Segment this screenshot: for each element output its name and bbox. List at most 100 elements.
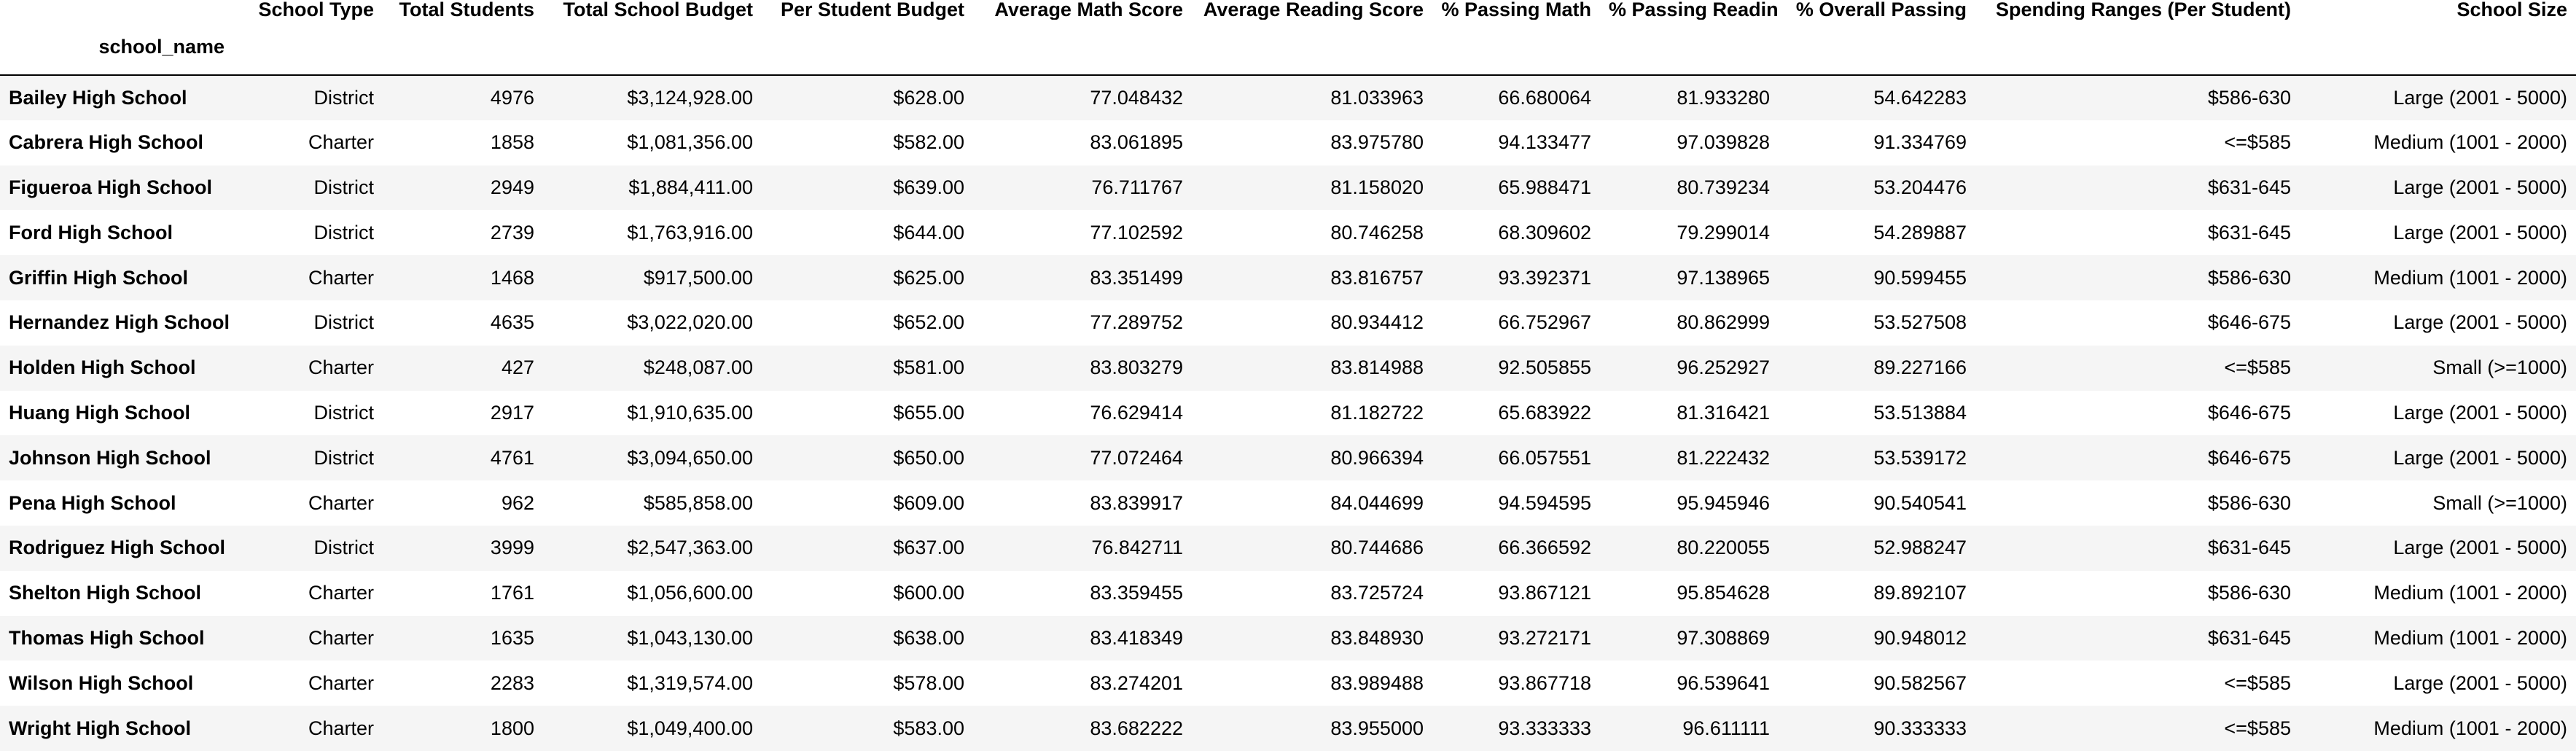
table-cell: Charter xyxy=(308,717,374,739)
table-cell: $581.00 xyxy=(893,356,964,379)
table-cell: Charter xyxy=(308,131,374,154)
table-cell: Large (2001 - 5000) xyxy=(2393,671,2567,694)
table-cell: 83.351499 xyxy=(1090,266,1183,289)
table-cell: 93.272171 xyxy=(1498,626,1591,649)
table-row: Shelton High School Charter 1761 $1,056,600… xyxy=(0,571,2576,616)
table-cell: 81.158020 xyxy=(1330,176,1424,198)
table-cell: 93.867718 xyxy=(1498,671,1591,694)
table-cell: 96.539641 xyxy=(1677,671,1770,694)
school-name-cell: Bailey High School xyxy=(9,86,187,109)
table-cell: $1,884,411.00 xyxy=(628,176,753,198)
table-cell: 66.752967 xyxy=(1498,311,1591,334)
table-cell: $586-630 xyxy=(2207,582,2291,604)
table-cell: $582.00 xyxy=(893,131,964,154)
column-header: Per Student Budget xyxy=(780,0,964,20)
table-cell: 83.803279 xyxy=(1090,356,1183,379)
table-cell: Large (2001 - 5000) xyxy=(2393,537,2567,559)
school-name-cell: Cabrera High School xyxy=(9,131,204,154)
school-name-cell: Rodriguez High School xyxy=(9,537,225,559)
table-cell: <=$585 xyxy=(2224,671,2291,694)
table-cell: 427 xyxy=(501,356,534,379)
school-name-cell: Wilson High School xyxy=(9,671,194,694)
table-cell: Charter xyxy=(308,491,374,514)
table-cell: $631-645 xyxy=(2207,537,2291,559)
table-cell: 83.816757 xyxy=(1330,266,1424,289)
table-cell: Large (2001 - 5000) xyxy=(2393,86,2567,109)
table-cell: 94.133477 xyxy=(1498,131,1591,154)
table-row: Rodriguez High School District 3999 $2,547,… xyxy=(0,525,2576,571)
table-cell: Medium (1001 - 2000) xyxy=(2373,626,2567,649)
table-cell: $578.00 xyxy=(893,671,964,694)
table-cell: $646-675 xyxy=(2207,401,2291,424)
table-cell: Large (2001 - 5000) xyxy=(2393,221,2567,243)
table-cell: 77.289752 xyxy=(1090,311,1183,334)
table-cell: $586-630 xyxy=(2207,266,2291,289)
table-row: Figueroa High School District 2949 $1,884,4… xyxy=(0,165,2576,211)
index-name-header: school_name xyxy=(98,36,225,58)
table-cell: Large (2001 - 5000) xyxy=(2393,446,2567,469)
table-cell: $585,858.00 xyxy=(643,491,753,514)
table-cell: Small (>=1000) xyxy=(2432,491,2567,514)
table-cell: 94.594595 xyxy=(1498,491,1591,514)
table-cell: 80.739234 xyxy=(1677,176,1770,198)
table-cell: 93.333333 xyxy=(1498,717,1591,739)
table-row: Wright High School Charter 1800 $1,049,400.… xyxy=(0,706,2576,751)
table-cell: 90.333333 xyxy=(1873,717,1967,739)
table-row: Johnson High School District 4761 $3,094,65… xyxy=(0,435,2576,481)
table-cell: 83.975780 xyxy=(1330,131,1424,154)
column-header: School Type xyxy=(258,0,374,20)
table-cell: Medium (1001 - 2000) xyxy=(2373,582,2567,604)
table-cell: 962 xyxy=(501,491,534,514)
table-row: Huang High School District 2917 $1,910,635.… xyxy=(0,391,2576,436)
table-cell: District xyxy=(313,401,375,424)
school-name-cell: Holden High School xyxy=(9,356,196,379)
table-row: Bailey High School District 4976 $3,124,928… xyxy=(0,75,2576,120)
table-cell: 83.061895 xyxy=(1090,131,1183,154)
table-cell: District xyxy=(313,176,375,198)
table-cell: $637.00 xyxy=(893,537,964,559)
table-row: Wilson High School Charter 2283 $1,319,574.… xyxy=(0,660,2576,706)
school-name-cell: Shelton High School xyxy=(9,582,201,604)
table-cell: Small (>=1000) xyxy=(2432,356,2567,379)
table-cell: $631-645 xyxy=(2207,176,2291,198)
table-cell: $639.00 xyxy=(893,176,964,198)
table-cell: 1858 xyxy=(490,131,534,154)
table-cell: 68.309602 xyxy=(1498,221,1591,243)
table-cell: $655.00 xyxy=(893,401,964,424)
table-cell: 65.683922 xyxy=(1498,401,1591,424)
table-cell: District xyxy=(313,221,375,243)
table-cell: 66.680064 xyxy=(1498,86,1591,109)
table-cell: 80.862999 xyxy=(1677,311,1770,334)
table-cell: $638.00 xyxy=(893,626,964,649)
table-cell: 77.072464 xyxy=(1090,446,1183,469)
table-cell: $1,056,600.00 xyxy=(627,582,753,604)
table-cell: 54.642283 xyxy=(1873,86,1967,109)
column-header: Average Reading Score xyxy=(1203,0,1424,20)
table-cell: 1468 xyxy=(490,266,534,289)
table-row: Cabrera High School Charter 1858 $1,081,356… xyxy=(0,120,2576,165)
table-cell: 84.044699 xyxy=(1330,491,1424,514)
table-cell: $2,547,363.00 xyxy=(627,537,753,559)
column-header: Average Math Score xyxy=(994,0,1183,20)
table-cell: District xyxy=(313,537,375,559)
table-row: Ford High School District 2739 $1,763,916.0… xyxy=(0,210,2576,255)
table-cell: Charter xyxy=(308,582,374,604)
table-cell: 91.334769 xyxy=(1873,131,1967,154)
table-cell: $631-645 xyxy=(2207,626,2291,649)
table-body: Bailey High School District 4976 $3,124,928… xyxy=(0,75,2576,751)
table-cell: Charter xyxy=(308,671,374,694)
table-cell: $646-675 xyxy=(2207,311,2291,334)
table-cell: 4761 xyxy=(490,446,534,469)
table-cell: $1,763,916.00 xyxy=(627,221,753,243)
table-row: Hernandez High School District 4635 $3,022,… xyxy=(0,300,2576,346)
table-cell: 2283 xyxy=(490,671,534,694)
table-cell: $628.00 xyxy=(893,86,964,109)
table-cell: 93.867121 xyxy=(1498,582,1591,604)
table-cell: $583.00 xyxy=(893,717,964,739)
table-cell: $644.00 xyxy=(893,221,964,243)
table-cell: 90.540541 xyxy=(1873,491,1967,514)
table-cell: 97.138965 xyxy=(1677,266,1770,289)
column-header: % Overall Passing xyxy=(1795,0,1967,20)
school-name-cell: Johnson High School xyxy=(9,446,211,469)
school-name-cell: Ford High School xyxy=(9,221,173,243)
